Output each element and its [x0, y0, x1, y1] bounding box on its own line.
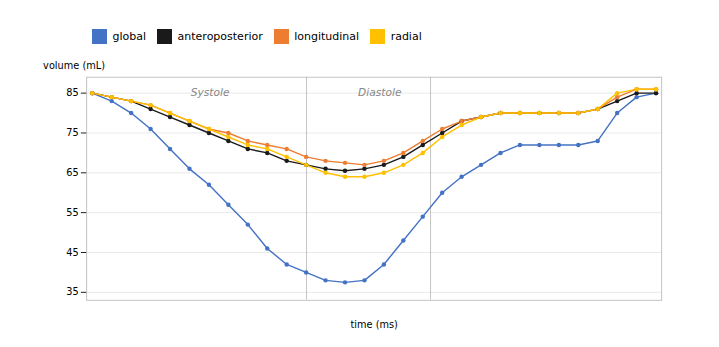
svg-text:volume (mL): volume (mL) [43, 60, 105, 71]
html-text:global: global [112, 30, 147, 43]
html-text:anteroposterior: anteroposterior [177, 30, 263, 43]
html-text:radial: radial [390, 30, 422, 43]
svg-text:45: 45 [66, 246, 78, 257]
html-text:longitudinal: longitudinal [294, 30, 360, 43]
svg-text:75: 75 [66, 127, 78, 138]
svg-text:85: 85 [66, 87, 78, 98]
svg-text:35: 35 [66, 286, 78, 297]
svg-text:55: 55 [66, 206, 78, 217]
svg-text:Diastole: Diastole [358, 85, 402, 98]
svg-text:time (ms): time (ms) [350, 318, 397, 329]
svg-text:Systole: Systole [191, 85, 230, 98]
svg-text:65: 65 [66, 166, 78, 177]
